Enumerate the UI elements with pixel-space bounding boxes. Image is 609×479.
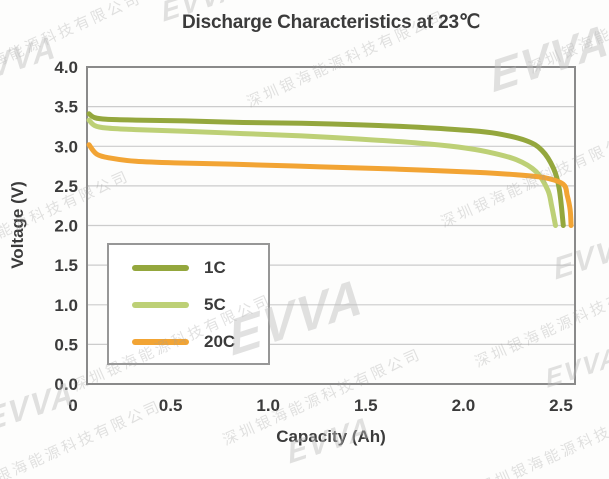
y-tick-label: 3.0 bbox=[54, 137, 78, 156]
x-tick-label: 1.0 bbox=[256, 396, 280, 415]
legend-label-1c: 1C bbox=[204, 258, 226, 277]
series-line-5c bbox=[86, 117, 558, 228]
legend-swatch-1c bbox=[132, 264, 189, 271]
y-tick-label: 0.5 bbox=[54, 335, 78, 354]
legend-swatch-20c bbox=[132, 338, 189, 345]
legend-item-5c: 5C bbox=[132, 296, 268, 313]
chart-title: Discharge Characteristics at 23℃ bbox=[182, 12, 480, 33]
y-tick-label: 3.5 bbox=[54, 98, 78, 117]
x-tick-label: 2.5 bbox=[549, 396, 573, 415]
y-tick-label: 0.0 bbox=[54, 375, 78, 394]
y-tick-label: 2.0 bbox=[54, 217, 78, 236]
legend-item-20c: 20C bbox=[132, 333, 268, 350]
y-tick-label: 4.0 bbox=[54, 58, 78, 77]
legend-item-1c: 1C bbox=[132, 259, 268, 276]
plot-border bbox=[86, 66, 576, 385]
series-line-1c bbox=[86, 111, 566, 228]
x-axis-title: Capacity (Ah) bbox=[276, 427, 386, 446]
x-tick-label: 0 bbox=[68, 396, 77, 415]
y-tick-label: 1.5 bbox=[54, 256, 78, 275]
x-tick-label: 1.5 bbox=[354, 396, 378, 415]
legend-swatch-5c bbox=[132, 301, 189, 308]
legend-label-20c: 20C bbox=[204, 332, 236, 351]
series-line-20c bbox=[86, 142, 574, 228]
x-tick-label: 0.5 bbox=[159, 396, 183, 415]
legend-label-5c: 5C bbox=[204, 295, 226, 314]
x-tick-label: 2.0 bbox=[452, 396, 476, 415]
y-tick-label: 1.0 bbox=[54, 296, 78, 315]
y-axis-title: Voltage (V) bbox=[8, 181, 27, 269]
chart-legend: 1C 5C 20C bbox=[107, 243, 270, 365]
y-tick-label: 2.5 bbox=[54, 177, 78, 196]
